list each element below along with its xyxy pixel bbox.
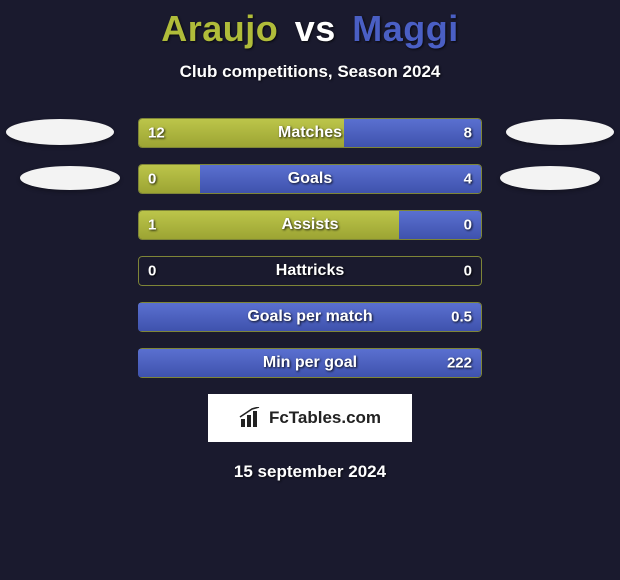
stat-label: Goals per match — [247, 308, 372, 326]
stat-bar-right — [200, 165, 481, 193]
player1-logo-placeholder-2 — [20, 166, 120, 190]
stat-value-right: 4 — [464, 171, 472, 188]
stat-value-right: 8 — [464, 125, 472, 142]
stat-value-right: 0.5 — [451, 309, 472, 326]
stat-row: 1 0 Assists — [138, 210, 482, 240]
stat-row: 222 Min per goal — [138, 348, 482, 378]
stat-value-right: 0 — [464, 217, 472, 234]
source-badge: FcTables.com — [208, 394, 412, 442]
player2-logo-placeholder-2 — [500, 166, 600, 190]
stat-label: Matches — [278, 124, 342, 142]
chart-area: 12 8 Matches 0 4 Goals 1 0 Assists 0 0 Hattricks 0.5… — [0, 118, 620, 378]
chart-icon — [239, 407, 263, 429]
stat-row: 0 0 Hattricks — [138, 256, 482, 286]
subtitle: Club competitions, Season 2024 — [0, 62, 620, 82]
source-badge-text: FcTables.com — [269, 408, 381, 428]
date-text: 15 september 2024 — [0, 462, 620, 482]
stat-label: Goals — [288, 170, 332, 188]
stat-row: 0 4 Goals — [138, 164, 482, 194]
stat-bars: 12 8 Matches 0 4 Goals 1 0 Assists 0 0 Hattricks 0.5… — [138, 118, 482, 378]
stat-label: Min per goal — [263, 354, 357, 372]
vs-text: vs — [295, 8, 336, 49]
stat-value-right: 0 — [464, 263, 472, 280]
player1-name: Araujo — [161, 8, 278, 49]
stat-label: Assists — [282, 216, 339, 234]
stat-bar-left — [139, 211, 399, 239]
stat-value-left: 12 — [148, 125, 165, 142]
stat-value-left: 1 — [148, 217, 156, 234]
player2-logo-placeholder-1 — [506, 119, 614, 145]
page-title: Araujo vs Maggi — [0, 8, 620, 50]
stat-value-left: 0 — [148, 171, 156, 188]
stat-row: 12 8 Matches — [138, 118, 482, 148]
stat-label: Hattricks — [276, 262, 344, 280]
stat-value-right: 222 — [447, 355, 472, 372]
comparison-card: Araujo vs Maggi Club competitions, Seaso… — [0, 0, 620, 482]
stat-bar-right — [344, 119, 481, 147]
player2-name: Maggi — [352, 8, 459, 49]
stat-value-left: 0 — [148, 263, 156, 280]
stat-row: 0.5 Goals per match — [138, 302, 482, 332]
player1-logo-placeholder-1 — [6, 119, 114, 145]
